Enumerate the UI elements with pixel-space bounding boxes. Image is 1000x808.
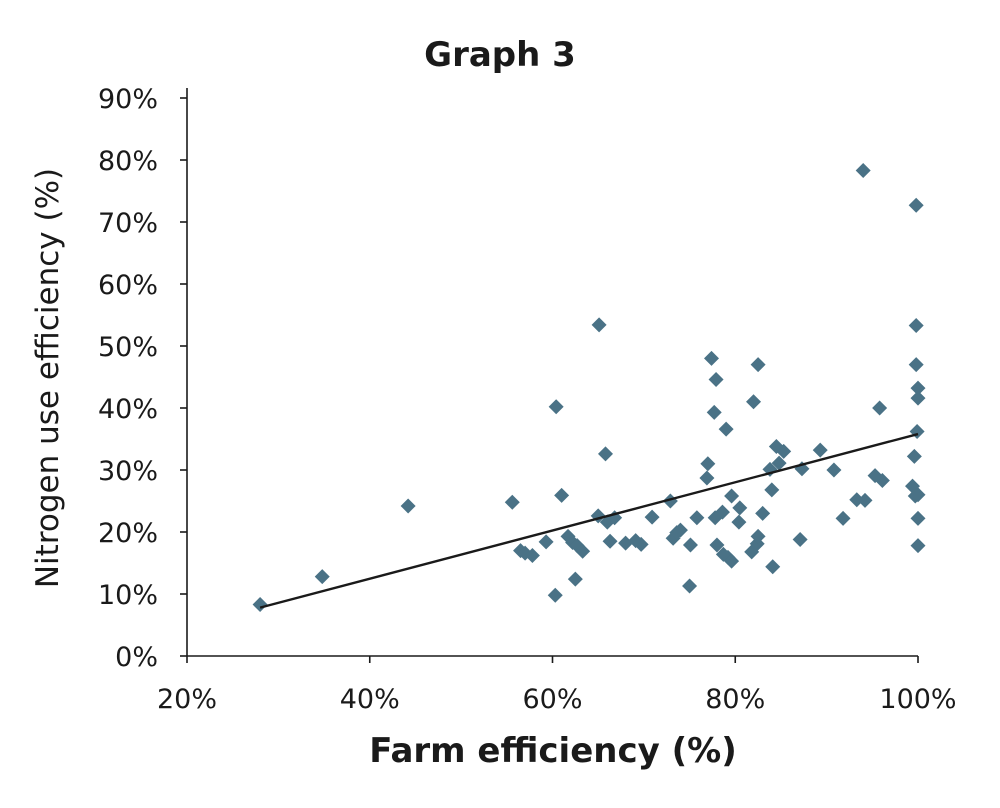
data-point <box>765 559 781 575</box>
data-point <box>252 597 268 613</box>
y-tick-label: 60% <box>98 270 158 301</box>
data-point <box>400 498 416 514</box>
y-tick-label: 10% <box>98 580 158 611</box>
data-point <box>855 163 871 179</box>
data-point <box>750 528 766 544</box>
data-point <box>771 455 787 471</box>
data-point <box>633 536 649 552</box>
x-tick-label: 40% <box>340 684 400 715</box>
data-point <box>554 487 570 503</box>
data-point <box>602 533 618 549</box>
y-tick-label: 50% <box>98 332 158 363</box>
y-tick-label: 80% <box>98 146 158 177</box>
data-point <box>874 473 890 489</box>
data-point <box>724 488 740 504</box>
x-tick-label: 60% <box>522 684 582 715</box>
data-point <box>547 587 563 603</box>
data-point <box>731 514 747 530</box>
data-point <box>910 510 926 526</box>
data-point <box>908 357 924 373</box>
data-point <box>567 571 583 587</box>
data-point <box>538 534 554 550</box>
data-point <box>724 553 740 569</box>
data-point <box>792 531 808 547</box>
y-axis-ticks: 0% 10% 20% 30% 40% 50% 60% 70% 80% 90% <box>98 84 187 673</box>
y-axis-label: Nitrogen use efficiency (%) <box>30 168 66 588</box>
data-point <box>764 482 780 498</box>
data-point <box>826 462 842 478</box>
data-point <box>524 548 540 564</box>
x-tick-label: 100% <box>879 684 956 715</box>
data-point <box>703 350 719 366</box>
data-point <box>849 492 865 508</box>
x-tick-label: 80% <box>705 684 765 715</box>
trend-line <box>259 432 919 609</box>
data-point <box>709 537 725 553</box>
data-point <box>908 197 924 213</box>
data-point <box>714 504 730 520</box>
chart-title: Graph 3 <box>424 35 576 75</box>
y-tick-label: 20% <box>98 518 158 549</box>
y-tick-label: 70% <box>98 208 158 239</box>
data-point <box>910 380 926 396</box>
data-point <box>314 569 330 585</box>
data-point <box>682 537 698 553</box>
data-point <box>910 487 926 503</box>
y-tick-label: 40% <box>98 394 158 425</box>
data-points <box>252 163 926 613</box>
data-point <box>908 318 924 334</box>
data-point <box>750 357 766 373</box>
data-point <box>776 443 792 459</box>
data-point <box>682 578 698 594</box>
x-axis-ticks: 20% 40% 60% 80% 100% <box>157 656 957 715</box>
data-point <box>872 400 888 416</box>
data-point <box>575 543 591 559</box>
data-point <box>689 510 705 526</box>
data-point <box>504 494 520 510</box>
data-point <box>708 371 724 387</box>
data-point <box>591 317 607 333</box>
data-point <box>906 448 922 464</box>
x-tick-label: 20% <box>157 684 217 715</box>
data-point <box>700 456 716 472</box>
y-tick-label: 30% <box>98 456 158 487</box>
y-tick-label: 0% <box>115 642 158 673</box>
data-point <box>857 492 873 508</box>
data-point <box>672 522 688 538</box>
data-point <box>699 470 715 486</box>
data-point <box>910 390 926 406</box>
data-point <box>644 509 660 525</box>
data-point <box>746 394 762 410</box>
x-axis-label: Farm efficiency (%) <box>369 731 737 771</box>
y-tick-label: 90% <box>98 84 158 115</box>
data-point <box>835 510 851 526</box>
data-point <box>910 538 926 554</box>
data-point <box>755 505 771 521</box>
data-point <box>812 442 828 458</box>
data-point <box>718 421 734 437</box>
data-point <box>706 404 722 420</box>
data-point <box>548 399 564 415</box>
data-point <box>618 535 634 551</box>
data-point <box>732 500 748 516</box>
data-point <box>597 446 613 462</box>
